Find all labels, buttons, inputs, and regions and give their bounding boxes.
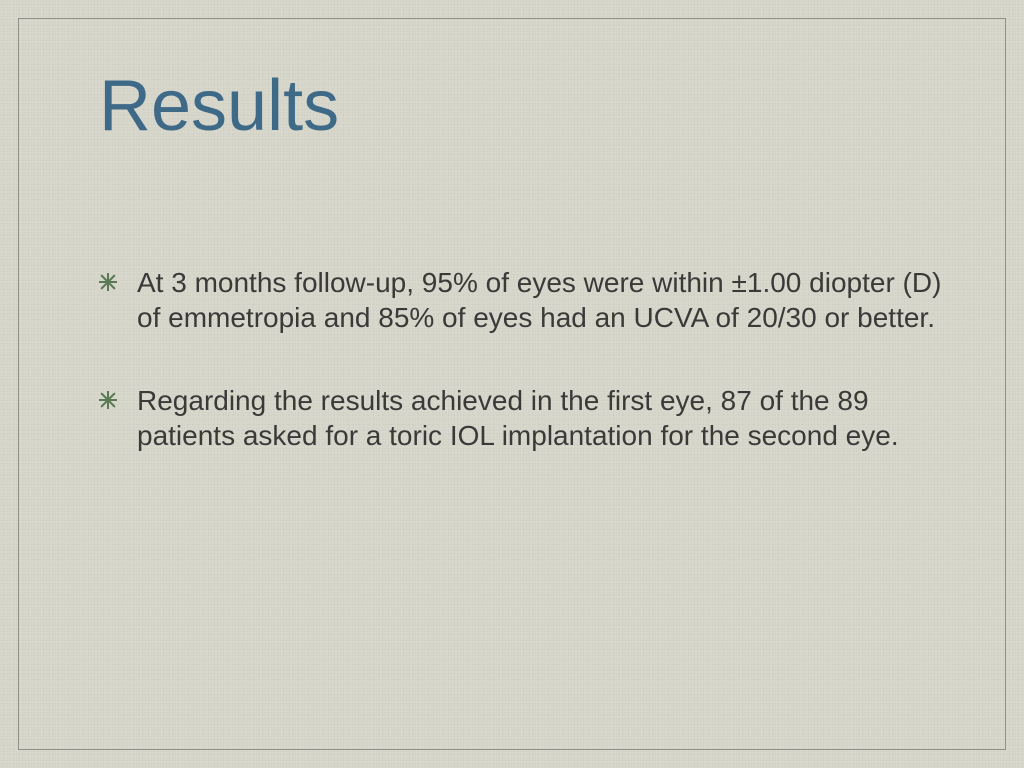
slide-title: Results bbox=[99, 69, 945, 145]
bullet-text: Regarding the results achieved in the fi… bbox=[137, 385, 899, 451]
bullet-list: At 3 months follow-up, 95% of eyes were … bbox=[99, 265, 945, 453]
starburst-icon bbox=[99, 391, 117, 409]
list-item: At 3 months follow-up, 95% of eyes were … bbox=[99, 265, 945, 335]
starburst-icon bbox=[99, 273, 117, 291]
slide: Results At 3 months follow-up, 95% of ey… bbox=[0, 0, 1024, 768]
bullet-text: At 3 months follow-up, 95% of eyes were … bbox=[137, 267, 941, 333]
slide-frame: Results At 3 months follow-up, 95% of ey… bbox=[18, 18, 1006, 750]
list-item: Regarding the results achieved in the fi… bbox=[99, 383, 945, 453]
